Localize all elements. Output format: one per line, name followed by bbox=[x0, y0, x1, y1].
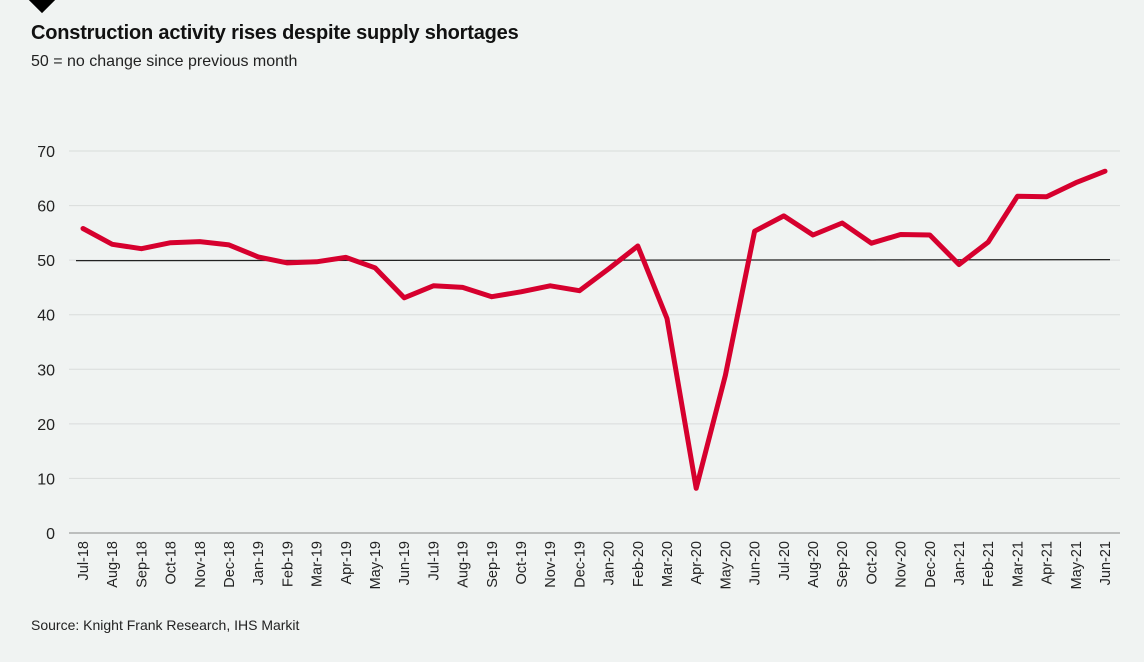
y-tick-label: 30 bbox=[37, 362, 55, 379]
x-tick-label: Aug-19 bbox=[456, 541, 472, 588]
x-tick-label: Mar-20 bbox=[660, 541, 676, 587]
series-line bbox=[80, 168, 1108, 491]
y-tick-label: 0 bbox=[46, 526, 55, 543]
y-tick-label: 50 bbox=[37, 253, 55, 270]
x-tick-label: Jul-20 bbox=[777, 541, 793, 581]
x-tick-label: Feb-21 bbox=[981, 541, 997, 587]
x-tick-label: Jan-21 bbox=[952, 541, 968, 585]
chart-title: Construction activity rises despite supp… bbox=[31, 22, 519, 44]
x-tick-label: Jan-20 bbox=[602, 541, 618, 585]
x-tick-label: May-21 bbox=[1069, 541, 1085, 589]
x-tick-label: Dec-19 bbox=[572, 541, 588, 588]
reference-line bbox=[75, 259, 1111, 262]
x-tick-label: Sep-20 bbox=[835, 541, 851, 588]
y-tick-label: 60 bbox=[37, 199, 55, 216]
x-tick-label: Sep-18 bbox=[134, 541, 150, 588]
x-tick-label: Oct-18 bbox=[164, 541, 180, 585]
y-tick-label: 10 bbox=[37, 471, 55, 488]
x-axis: Jul-18 Aug-18 Sep-18 Oct-18 Nov-18 Dec-18 Jan-… bbox=[76, 541, 1114, 589]
x-tick-label: Jul-19 bbox=[426, 541, 442, 581]
y-tick-label: 70 bbox=[37, 144, 55, 161]
x-tick-label: Nov-19 bbox=[543, 541, 559, 588]
x-tick-label: Aug-20 bbox=[806, 541, 822, 588]
x-tick-label: Nov-18 bbox=[193, 541, 209, 588]
x-tick-label: Jun-20 bbox=[748, 541, 764, 585]
x-tick-label: Sep-19 bbox=[485, 541, 501, 588]
x-tick-label: Dec-20 bbox=[923, 541, 939, 588]
source-note: Source: Knight Frank Research, IHS Marki… bbox=[31, 617, 300, 633]
x-tick-label: Aug-18 bbox=[105, 541, 121, 588]
x-tick-label: Feb-19 bbox=[280, 541, 296, 587]
x-tick-label: Oct-20 bbox=[864, 541, 880, 585]
x-tick-label: Apr-20 bbox=[689, 541, 705, 585]
chart-subtitle: 50 = no change since previous month bbox=[31, 53, 298, 70]
x-tick-label: May-19 bbox=[368, 541, 384, 589]
x-tick-label: Apr-21 bbox=[1040, 541, 1056, 585]
x-tick-label: Jun-21 bbox=[1098, 541, 1114, 585]
x-tick-label: Mar-21 bbox=[1010, 541, 1026, 587]
y-tick-label: 20 bbox=[37, 417, 55, 434]
series-group bbox=[80, 168, 1108, 491]
gridlines bbox=[69, 150, 1120, 534]
x-tick-label: Oct-19 bbox=[514, 541, 530, 585]
x-tick-label: May-20 bbox=[718, 541, 734, 589]
x-tick-label: Dec-18 bbox=[222, 541, 238, 588]
x-tick-label: Jul-18 bbox=[76, 541, 92, 581]
x-tick-label: Jun-19 bbox=[397, 541, 413, 585]
y-axis: 0 10 20 30 40 50 60 70 bbox=[37, 144, 55, 543]
x-tick-label: Apr-19 bbox=[339, 541, 355, 585]
x-tick-label: Jan-19 bbox=[251, 541, 267, 585]
x-tick-label: Nov-20 bbox=[894, 541, 910, 588]
x-tick-label: Mar-19 bbox=[310, 541, 326, 587]
reference-line-group bbox=[75, 259, 1111, 262]
x-tick-label: Feb-20 bbox=[631, 541, 647, 587]
y-tick-label: 40 bbox=[37, 308, 55, 325]
